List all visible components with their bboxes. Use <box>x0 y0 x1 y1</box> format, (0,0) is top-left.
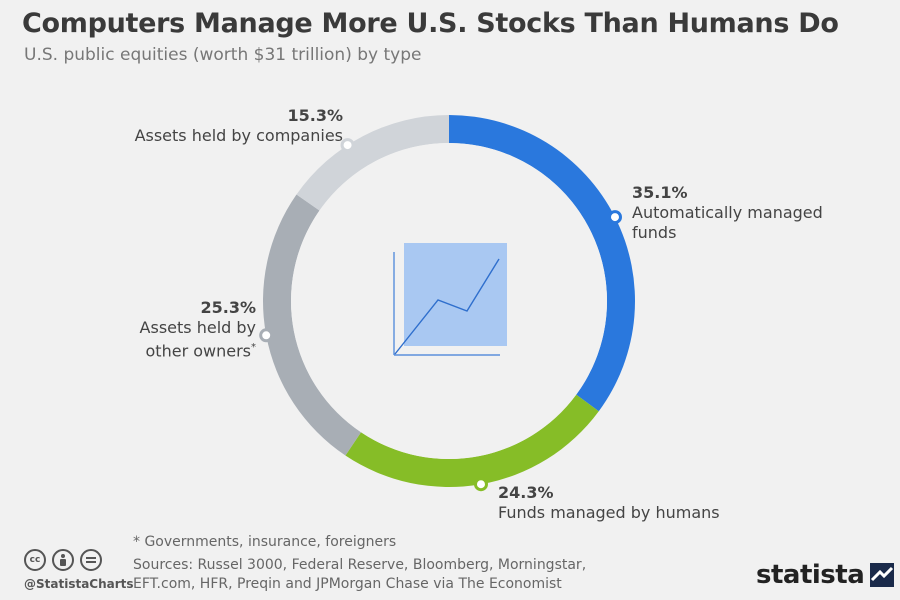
brand-wordmark: statista <box>756 560 865 590</box>
statista-logo[interactable]: statista <box>756 560 895 590</box>
chart-title: Computers Manage More U.S. Stocks Than H… <box>22 8 839 39</box>
twitter-handle[interactable]: @StatistaCharts <box>24 577 134 591</box>
sources-line2: EFT.com, HFR, Preqin and JPMorgan Chase … <box>133 576 562 592</box>
slice-companies-dot <box>340 138 355 153</box>
label-companies: 15.3% Assets held by companies <box>135 106 343 146</box>
label-auto: 35.1% Automatically managed funds <box>632 183 823 243</box>
label-auto-pct: 35.1% <box>632 183 688 202</box>
label-human-line1: Funds managed by humans <box>498 503 720 522</box>
label-auto-line1: Automatically managed <box>632 203 823 222</box>
label-companies-line1: Assets held by companies <box>134 126 343 145</box>
sources-line1: Sources: Russel 3000, Federal Reserve, B… <box>133 557 587 573</box>
license-icons: cc <box>24 549 102 571</box>
slice-other-dot <box>259 328 274 343</box>
center-chart-icon <box>393 243 507 356</box>
statista-mark-icon <box>870 563 895 587</box>
label-companies-pct: 15.3% <box>287 106 343 125</box>
attribution-icon[interactable] <box>52 549 74 571</box>
sources: Sources: Russel 3000, Federal Reserve, B… <box>133 556 603 594</box>
slice-human-dot <box>473 477 488 492</box>
chart-subtitle: U.S. public equities (worth $31 trillion… <box>24 45 422 65</box>
slice-companies <box>296 115 449 211</box>
slice-auto <box>449 115 635 412</box>
label-human-pct: 24.3% <box>498 483 554 502</box>
label-other-pct: 25.3% <box>200 298 256 317</box>
label-human: 24.3% Funds managed by humans <box>498 483 720 523</box>
label-other-sup: * <box>251 342 256 353</box>
label-other-line1: Assets held by <box>139 318 256 337</box>
slice-human <box>345 394 599 487</box>
no-derivatives-icon[interactable] <box>80 549 102 571</box>
slice-other <box>263 194 362 456</box>
cc-icon[interactable]: cc <box>24 549 46 571</box>
label-other-line2: other owners <box>145 341 251 361</box>
label-auto-line2: funds <box>632 223 677 242</box>
slice-auto-dot <box>607 210 622 225</box>
footnote: * Governments, insurance, foreigners <box>133 534 397 550</box>
label-other: 25.3% Assets held by other owners* <box>140 298 256 361</box>
